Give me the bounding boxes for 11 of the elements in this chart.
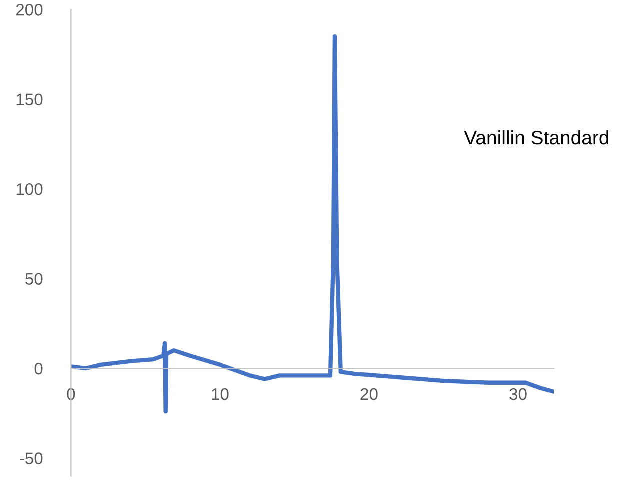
x-tick-label: 30 — [510, 388, 527, 400]
y-tick-label: 150 — [16, 94, 43, 106]
y-tick-label: 50 — [26, 273, 43, 285]
y-tick-label: 100 — [16, 183, 43, 196]
y-tick-label: 200 — [16, 4, 43, 16]
x-tick-label: 0 — [67, 388, 76, 400]
x-tick-label: 10 — [212, 388, 229, 400]
y-tick-label: -50 — [20, 452, 43, 464]
y-tick-label: 0 — [34, 362, 43, 375]
annotation: Vanillin Standard — [464, 130, 608, 145]
x-tick-label: 20 — [360, 388, 378, 400]
